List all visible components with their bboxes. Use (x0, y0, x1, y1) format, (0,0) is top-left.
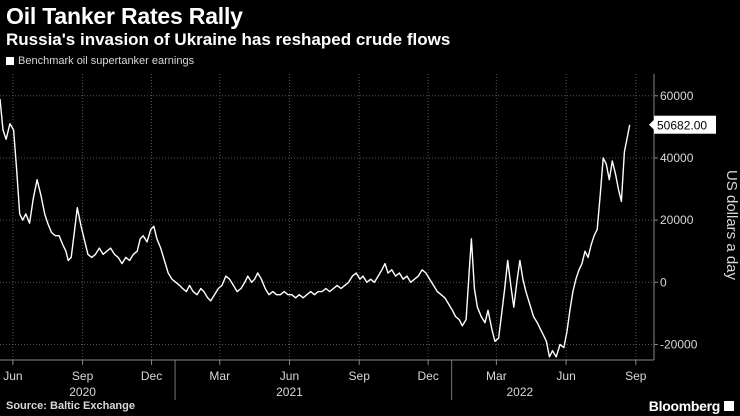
legend: Benchmark oil supertanker earnings (6, 55, 194, 67)
x-tick-label: Jun (280, 369, 299, 383)
x-tick-label: Jun (3, 369, 22, 383)
last-value-box (654, 115, 716, 134)
chart-subtitle: Russia's invasion of Ukraine has reshape… (6, 30, 451, 49)
y-tick-label: 20000 (660, 213, 694, 227)
x-year-label: 2022 (507, 385, 534, 399)
labels: -20000 0 20000 40000 60000 Jun Sep Dec Mar Jun Sep… (3, 89, 740, 399)
axes (0, 74, 658, 400)
source-note: Source: Baltic Exchange (6, 400, 135, 412)
x-tick-label: Sep (625, 369, 647, 383)
legend-swatch (6, 57, 14, 65)
x-tick-label: Jun (556, 369, 575, 383)
y-tick-label: 40000 (660, 151, 694, 165)
series-line (0, 98, 631, 358)
last-value-label: 50682.00 (649, 115, 716, 134)
gridlines (0, 74, 654, 360)
x-tick-label: Mar (486, 369, 507, 383)
legend-label: Benchmark oil supertanker earnings (18, 55, 195, 67)
brand-mark-icon (724, 401, 734, 411)
x-year-label: 2021 (276, 385, 303, 399)
x-tick-label: Dec (417, 369, 438, 383)
x-year-label: 2020 (69, 385, 96, 399)
x-tick-label: Sep (72, 369, 94, 383)
last-value-pointer (649, 119, 654, 130)
y-tick-label: -20000 (660, 337, 698, 351)
series-layer (0, 98, 631, 358)
brand-logo: Bloomberg (648, 398, 721, 414)
x-tick-label: Dec (141, 369, 162, 383)
y-tick-label: 60000 (660, 89, 694, 103)
y-axis-title: US dollars a day (723, 170, 740, 281)
x-tick-label: Sep (349, 369, 371, 383)
last-value-text: 50682.00 (657, 119, 707, 133)
chart-title: Oil Tanker Rates Rally (6, 3, 243, 29)
x-tick-label: Mar (209, 369, 230, 383)
y-tick-label: 0 (660, 275, 667, 289)
